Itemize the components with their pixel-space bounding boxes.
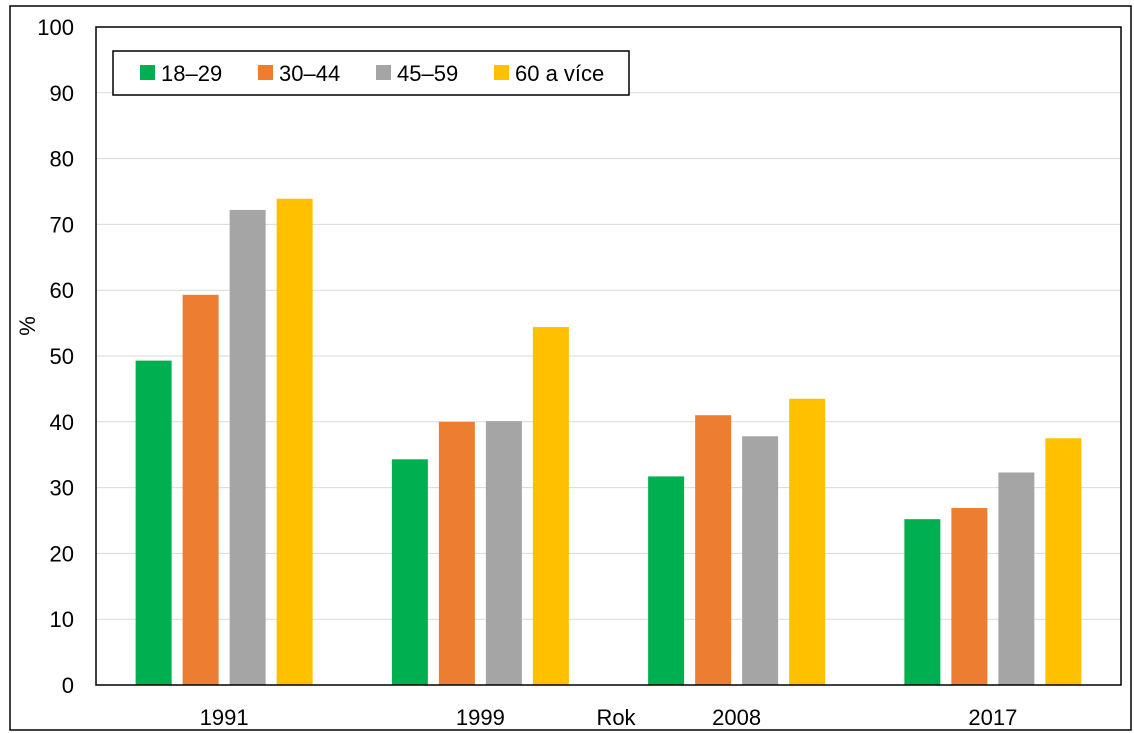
plot-area-border [95, 26, 1122, 686]
bar [485, 421, 522, 685]
legend-label: 30–44 [279, 61, 340, 86]
bar [135, 360, 172, 685]
x-axis-ticks: 1991 1999 2008 2017 [200, 705, 1018, 730]
legend-swatch [140, 65, 155, 80]
bar [1045, 438, 1082, 685]
x-tick-label: 1991 [200, 705, 249, 730]
bar [182, 294, 219, 685]
y-tick-label: 50 [50, 344, 74, 369]
y-axis-ticks: 0 10 20 30 40 50 60 70 80 90 100 [37, 15, 74, 698]
y-tick-label: 90 [50, 81, 74, 106]
legend-swatch [258, 65, 273, 80]
y-tick-label: 40 [50, 410, 74, 435]
y-tick-label: 30 [50, 476, 74, 501]
x-tick-label: 2008 [712, 705, 761, 730]
y-tick-label: 70 [50, 212, 74, 237]
y-tick-label: 10 [50, 607, 74, 632]
x-axis-label: Rok [596, 705, 636, 730]
x-tick-label: 1999 [456, 705, 505, 730]
y-tick-label: 80 [50, 147, 74, 172]
y-tick-label: 100 [37, 15, 74, 40]
legend-swatch [494, 65, 509, 80]
legend-label: 45–59 [397, 61, 458, 86]
bar [742, 436, 779, 685]
bar [648, 476, 685, 685]
bar [904, 519, 941, 685]
bar [276, 198, 313, 685]
bar [695, 415, 732, 685]
legend: 18–29 30–44 45–59 60 a více [112, 50, 630, 96]
bars [135, 198, 1082, 685]
bar [789, 398, 826, 685]
y-axis-label: % [15, 316, 40, 336]
legend-swatch [376, 65, 391, 80]
bar [391, 459, 428, 685]
legend-box [112, 50, 630, 96]
legend-label: 18–29 [161, 61, 222, 86]
bar [951, 507, 988, 685]
y-tick-label: 0 [62, 673, 74, 698]
bar [438, 421, 475, 685]
y-tick-label: 20 [50, 541, 74, 566]
bar [229, 209, 266, 685]
bar [998, 472, 1035, 685]
y-tick-label: 60 [50, 278, 74, 303]
legend-label: 60 a více [515, 61, 604, 86]
bar [532, 327, 569, 685]
x-tick-label: 2017 [968, 705, 1017, 730]
